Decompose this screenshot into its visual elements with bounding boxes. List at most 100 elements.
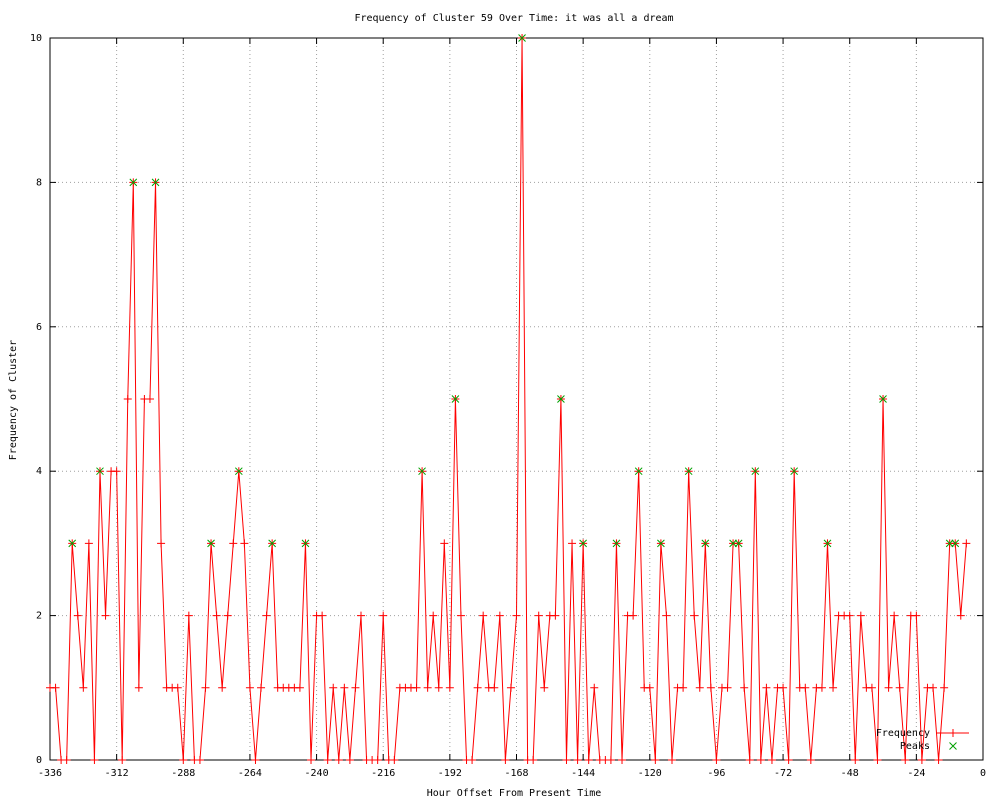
data-point (701, 539, 710, 548)
data-point (590, 683, 599, 692)
data-point (234, 467, 243, 476)
data-point (340, 683, 349, 692)
x-tick-label: -168 (504, 768, 528, 779)
data-point (756, 756, 765, 764)
data-point (307, 756, 316, 764)
data-point (345, 756, 354, 764)
data-point (51, 683, 60, 692)
data-point (751, 467, 760, 476)
data-point (856, 611, 865, 620)
data-point (518, 34, 526, 42)
x-tick-label: -72 (774, 768, 792, 779)
x-tick-label: 0 (980, 768, 986, 779)
data-point (207, 539, 215, 548)
data-point (579, 539, 587, 548)
data-point (218, 683, 227, 692)
data-point (901, 756, 910, 764)
data-point (506, 683, 515, 692)
data-point (945, 539, 954, 548)
chart-title: Frequency of Cluster 59 Over Time: it wa… (354, 13, 673, 24)
data-point (479, 611, 488, 620)
data-point (562, 756, 571, 764)
data-point (318, 611, 327, 620)
data-point (801, 683, 810, 692)
data-point (212, 611, 221, 620)
data-point (606, 756, 615, 764)
data-point (96, 467, 104, 476)
data-point (334, 756, 343, 764)
data-point (301, 539, 310, 548)
x-tick-label: -288 (171, 768, 195, 779)
data-point (145, 395, 154, 403)
data-point (851, 756, 860, 764)
x-tick-label: -240 (305, 768, 329, 779)
data-point (68, 539, 77, 548)
data-point (251, 756, 260, 764)
data-point (917, 756, 926, 764)
data-point (468, 756, 477, 764)
x-tick-label: -336 (38, 768, 62, 779)
data-point (123, 395, 132, 403)
data-point (73, 611, 82, 620)
data-point (551, 611, 560, 620)
data-point (151, 178, 160, 187)
x-tick-label: -48 (841, 768, 859, 779)
y-tick-label: 0 (36, 755, 42, 766)
x-axis-label: Hour Offset From Present Time (427, 788, 602, 799)
data-point (529, 756, 538, 764)
data-point (956, 611, 965, 620)
data-point (534, 611, 543, 620)
y-tick-label: 4 (36, 466, 42, 477)
data-point (829, 683, 838, 692)
data-point (690, 611, 699, 620)
data-point (651, 756, 660, 764)
data-point (173, 683, 182, 692)
legend-marker (949, 742, 957, 750)
data-point (929, 683, 938, 692)
data-point (512, 611, 521, 620)
data-point (390, 756, 399, 764)
y-axis-label: Frequency of Cluster (8, 340, 19, 460)
data-point (540, 683, 549, 692)
data-point (879, 395, 887, 403)
data-point (568, 539, 577, 548)
data-point (179, 756, 188, 764)
data-point (762, 683, 771, 692)
data-point (884, 683, 893, 692)
data-point (557, 395, 565, 403)
data-point (429, 611, 438, 620)
data-point (940, 683, 949, 692)
data-point (357, 611, 365, 620)
data-line (50, 37, 967, 761)
data-point (912, 611, 921, 620)
y-tick-label: 10 (30, 33, 42, 44)
data-point (501, 756, 510, 764)
legend-marker (949, 729, 957, 737)
data-point (634, 467, 643, 476)
data-point (112, 467, 121, 476)
data-point (134, 683, 143, 692)
data-point (90, 756, 99, 764)
x-tick-label: -216 (371, 768, 395, 779)
data-point (573, 756, 582, 764)
data-point (790, 467, 799, 476)
data-point (129, 178, 138, 187)
data-point (445, 683, 454, 692)
data-point (240, 539, 249, 548)
data-point (951, 539, 960, 548)
x-tick-label: -96 (707, 768, 725, 779)
data-point (323, 756, 332, 764)
data-point (740, 683, 749, 692)
data-point (657, 539, 665, 548)
y-tick-label: 8 (36, 177, 42, 188)
data-point (490, 683, 499, 692)
data-point (434, 683, 443, 692)
data-point (379, 611, 388, 620)
data-point (245, 683, 254, 692)
data-point (784, 756, 793, 764)
data-point (351, 683, 360, 692)
data-point (257, 683, 266, 692)
data-point (84, 539, 93, 548)
